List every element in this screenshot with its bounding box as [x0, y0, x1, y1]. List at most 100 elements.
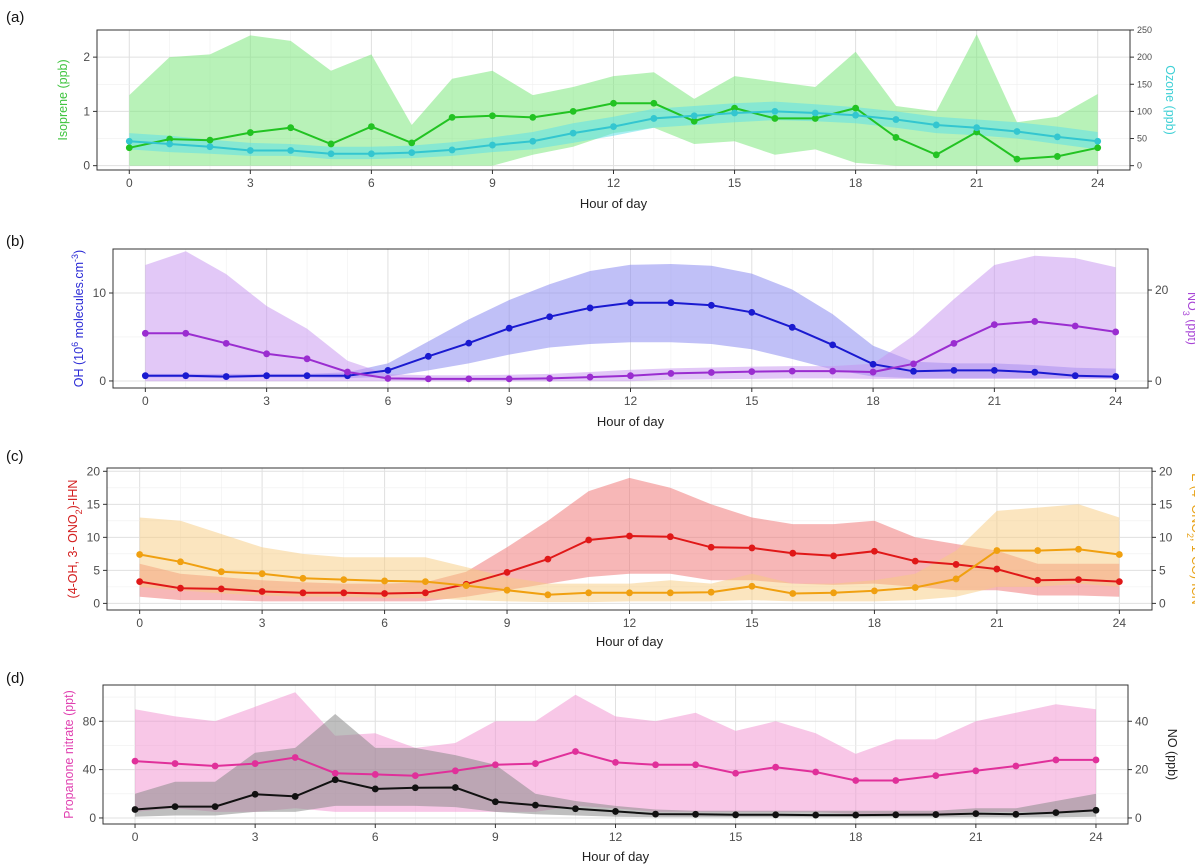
data-point-no [732, 811, 740, 819]
data-point-oh [627, 299, 634, 307]
data-point-isoprene [569, 107, 577, 115]
data-point-ozone [932, 121, 940, 129]
ribbon-oh [145, 264, 1116, 379]
y-left-axis-label: Isoprene (ppb) [56, 59, 70, 140]
data-point-no3 [950, 339, 958, 347]
data-point-e-4-ono2-1-co-icn [830, 589, 838, 597]
ribbon--4-oh-3-ono2-ihn [139, 477, 1120, 602]
data-point-no3 [546, 375, 554, 382]
y-left-axis-label: Propanone nitrate (ppt) [62, 690, 76, 819]
data-point-isoprene [932, 151, 940, 159]
data-point-no [491, 798, 499, 806]
data-point-ozone [489, 141, 496, 149]
data-point-ozone [408, 149, 416, 157]
data-point--4-oh-3-ono2-ihn [952, 561, 960, 568]
data-point-isoprene [690, 117, 698, 125]
y-right-axis-label: E-(4- ONO2, 1-CO)-ICN [1185, 473, 1195, 604]
x-tick-label: 15 [728, 176, 742, 190]
data-point-isoprene [852, 104, 860, 112]
data-point-ozone [569, 129, 577, 137]
x-tick-label: 0 [142, 394, 149, 408]
data-point-e-4-ono2-1-co-icn [503, 586, 511, 594]
data-point-no3 [667, 370, 675, 377]
data-point-no3 [788, 367, 796, 375]
data-point-no3 [182, 329, 190, 337]
data-point-propanone-nitrate [131, 757, 139, 765]
data-point-isoprene [610, 99, 617, 107]
data-point-no [852, 811, 860, 819]
x-tick-label: 21 [969, 830, 983, 844]
data-point-no3 [707, 369, 715, 376]
data-point-propanone-nitrate [211, 762, 219, 770]
y-left-tick-label: 1 [83, 104, 90, 118]
panel-letter: (c) [6, 448, 24, 465]
data-point-oh [707, 301, 715, 309]
x-tick-label: 24 [1089, 830, 1103, 844]
data-point-e-4-ono2-1-co-icn [748, 582, 756, 590]
data-point-propanone-nitrate [491, 761, 499, 769]
data-point-oh [505, 324, 513, 332]
data-point-oh [141, 372, 149, 380]
data-point-oh [182, 372, 190, 380]
data-point-isoprene [125, 144, 133, 152]
data-point-e-4-ono2-1-co-icn [544, 591, 552, 599]
data-point-propanone-nitrate [572, 748, 579, 755]
data-point-no [291, 793, 299, 800]
data-point-oh [990, 367, 998, 374]
data-point-propanone-nitrate [1052, 756, 1060, 764]
data-point-no [892, 811, 900, 819]
x-tick-label: 6 [381, 616, 388, 630]
data-point-e-4-ono2-1-co-icn [789, 590, 797, 597]
x-tick-label: 24 [1113, 616, 1127, 630]
y-left-axis-label: OH (106 molecules.cm-3) [70, 250, 86, 387]
data-point-no [171, 803, 179, 810]
x-tick-label: 9 [489, 176, 496, 190]
y-left-tick-label: 0 [99, 374, 106, 388]
data-point-oh [829, 341, 837, 349]
data-point--4-oh-3-ono2-ihn [585, 536, 593, 544]
panel-b: 0 3 6 9 12 15 18 21 24 Hour of day 0 10 0 20 OH (106 m… [6, 233, 1195, 429]
y-left-axis-label: (4-OH, 3- ONO2)-IHN [66, 480, 84, 599]
data-point-no3 [141, 329, 149, 337]
data-point--4-oh-3-ono2-ihn [830, 552, 838, 560]
data-point-propanone-nitrate [612, 758, 619, 766]
y-left-tick-label: 5 [93, 563, 100, 577]
data-point-e-4-ono2-1-co-icn [177, 558, 184, 566]
y-right-tick-label: 5 [1159, 563, 1166, 577]
data-point-e-4-ono2-1-co-icn [993, 547, 1001, 554]
data-point-no [131, 806, 139, 813]
x-tick-label: 21 [988, 394, 1002, 408]
data-point--4-oh-3-ono2-ihn [1034, 576, 1042, 584]
data-point-e-4-ono2-1-co-icn [340, 576, 348, 584]
x-tick-label: 12 [609, 830, 623, 844]
data-point-no3 [990, 321, 998, 329]
y-left-tick-label: 15 [87, 497, 101, 511]
data-point--4-oh-3-ono2-ihn [421, 589, 429, 597]
y-right-tick-label: 0 [1155, 374, 1162, 388]
data-point--4-oh-3-ono2-ihn [544, 555, 552, 563]
x-tick-label: 12 [623, 616, 637, 630]
data-point-propanone-nitrate [1092, 756, 1100, 764]
data-point-no [1092, 806, 1100, 814]
data-point--4-oh-3-ono2-ihn [136, 578, 144, 585]
x-axis-label: Hour of day [596, 634, 664, 649]
y-right-tick-label: 15 [1159, 497, 1173, 511]
data-point-ozone [327, 150, 335, 158]
y-right-tick-label: 20 [1135, 763, 1149, 777]
ribbon-no3 [145, 251, 1116, 382]
data-point-ozone [1053, 133, 1061, 141]
data-point-e-4-ono2-1-co-icn [1075, 545, 1082, 553]
x-tick-label: 18 [849, 830, 863, 844]
data-point-oh [869, 360, 877, 368]
data-point-oh [748, 308, 756, 316]
data-point-ozone [287, 147, 295, 154]
data-point-e-4-ono2-1-co-icn [911, 584, 919, 591]
data-point-propanone-nitrate [411, 772, 419, 780]
data-point-oh [950, 367, 958, 374]
y-left-tick-label: 10 [87, 530, 101, 544]
data-point-e-4-ono2-1-co-icn [1034, 547, 1042, 554]
data-point-no3 [586, 373, 594, 381]
data-point-no3 [1071, 322, 1079, 330]
y-right-tick-label: 10 [1159, 530, 1173, 544]
